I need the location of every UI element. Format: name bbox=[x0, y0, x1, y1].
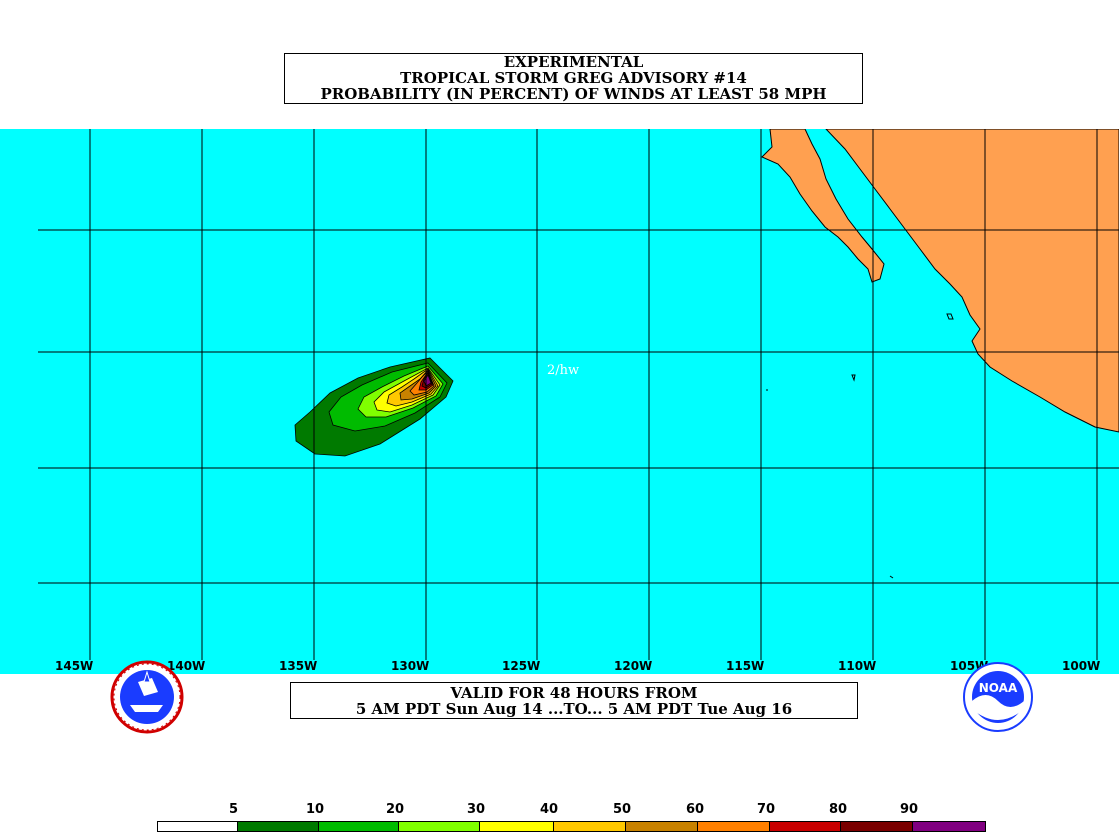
scale-label: 80 bbox=[829, 802, 848, 817]
scale-segment bbox=[697, 821, 770, 832]
scale-segment bbox=[553, 821, 626, 832]
noaa-logo-text: NOAA bbox=[979, 681, 1018, 695]
scale-segment bbox=[318, 821, 399, 832]
wind-probability-contours bbox=[294, 357, 454, 457]
valid-line-1: VALID FOR 48 HOURS FROM bbox=[450, 684, 698, 702]
lon-label: 120W bbox=[614, 659, 652, 673]
title-line-1: EXPERIMENTAL bbox=[503, 53, 644, 71]
scale-segment bbox=[625, 821, 698, 832]
valid-period-box: VALID FOR 48 HOURS FROM 5 AM PDT Sun Aug… bbox=[290, 682, 858, 719]
island bbox=[851, 374, 856, 382]
scale-label: 50 bbox=[613, 802, 632, 817]
lon-label: 115W bbox=[726, 659, 764, 673]
lon-label: 135W bbox=[279, 659, 317, 673]
mexico-mainland bbox=[825, 129, 1119, 433]
scale-segment bbox=[398, 821, 480, 832]
scale-label: 90 bbox=[900, 802, 919, 817]
scale-segment bbox=[157, 821, 238, 832]
scale-segment bbox=[479, 821, 554, 832]
lon-label: 140W bbox=[167, 659, 205, 673]
scale-label: 40 bbox=[540, 802, 559, 817]
scale-label: 5 bbox=[229, 802, 239, 817]
lon-label: 125W bbox=[502, 659, 540, 673]
scale-label: 70 bbox=[757, 802, 776, 817]
scale-segment bbox=[769, 821, 841, 832]
scale-label: 60 bbox=[686, 802, 705, 817]
scale-segment bbox=[912, 821, 986, 832]
baja-california bbox=[761, 129, 885, 283]
scale-label: 30 bbox=[467, 802, 486, 817]
map-annotation: 2/hw bbox=[547, 363, 579, 378]
probability-map: 2/hw 145W 140W 135W 130W 125W 120W 115W … bbox=[0, 129, 1119, 674]
scale-segment bbox=[840, 821, 913, 832]
scale-label: 20 bbox=[386, 802, 405, 817]
scale-segment bbox=[237, 821, 319, 832]
map-title-box: EXPERIMENTAL TROPICAL STORM GREG ADVISOR… bbox=[284, 53, 863, 104]
national-weather-service-logo bbox=[110, 660, 184, 734]
lat-lon-grid bbox=[38, 129, 1119, 660]
title-line-3: PROBABILITY (IN PERCENT) OF WINDS AT LEA… bbox=[320, 85, 827, 103]
title-line-2: TROPICAL STORM GREG ADVISORY #14 bbox=[400, 69, 747, 87]
island bbox=[946, 313, 954, 320]
lon-label: 110W bbox=[838, 659, 876, 673]
noaa-logo: NOAA bbox=[963, 662, 1033, 732]
probability-color-scale bbox=[157, 821, 986, 832]
lon-label: 100W bbox=[1062, 659, 1100, 673]
valid-line-2: 5 AM PDT Sun Aug 14 ...TO... 5 AM PDT Tu… bbox=[355, 700, 793, 718]
lon-label: 145W bbox=[55, 659, 93, 673]
scale-label: 10 bbox=[306, 802, 325, 817]
lon-label: 130W bbox=[391, 659, 429, 673]
